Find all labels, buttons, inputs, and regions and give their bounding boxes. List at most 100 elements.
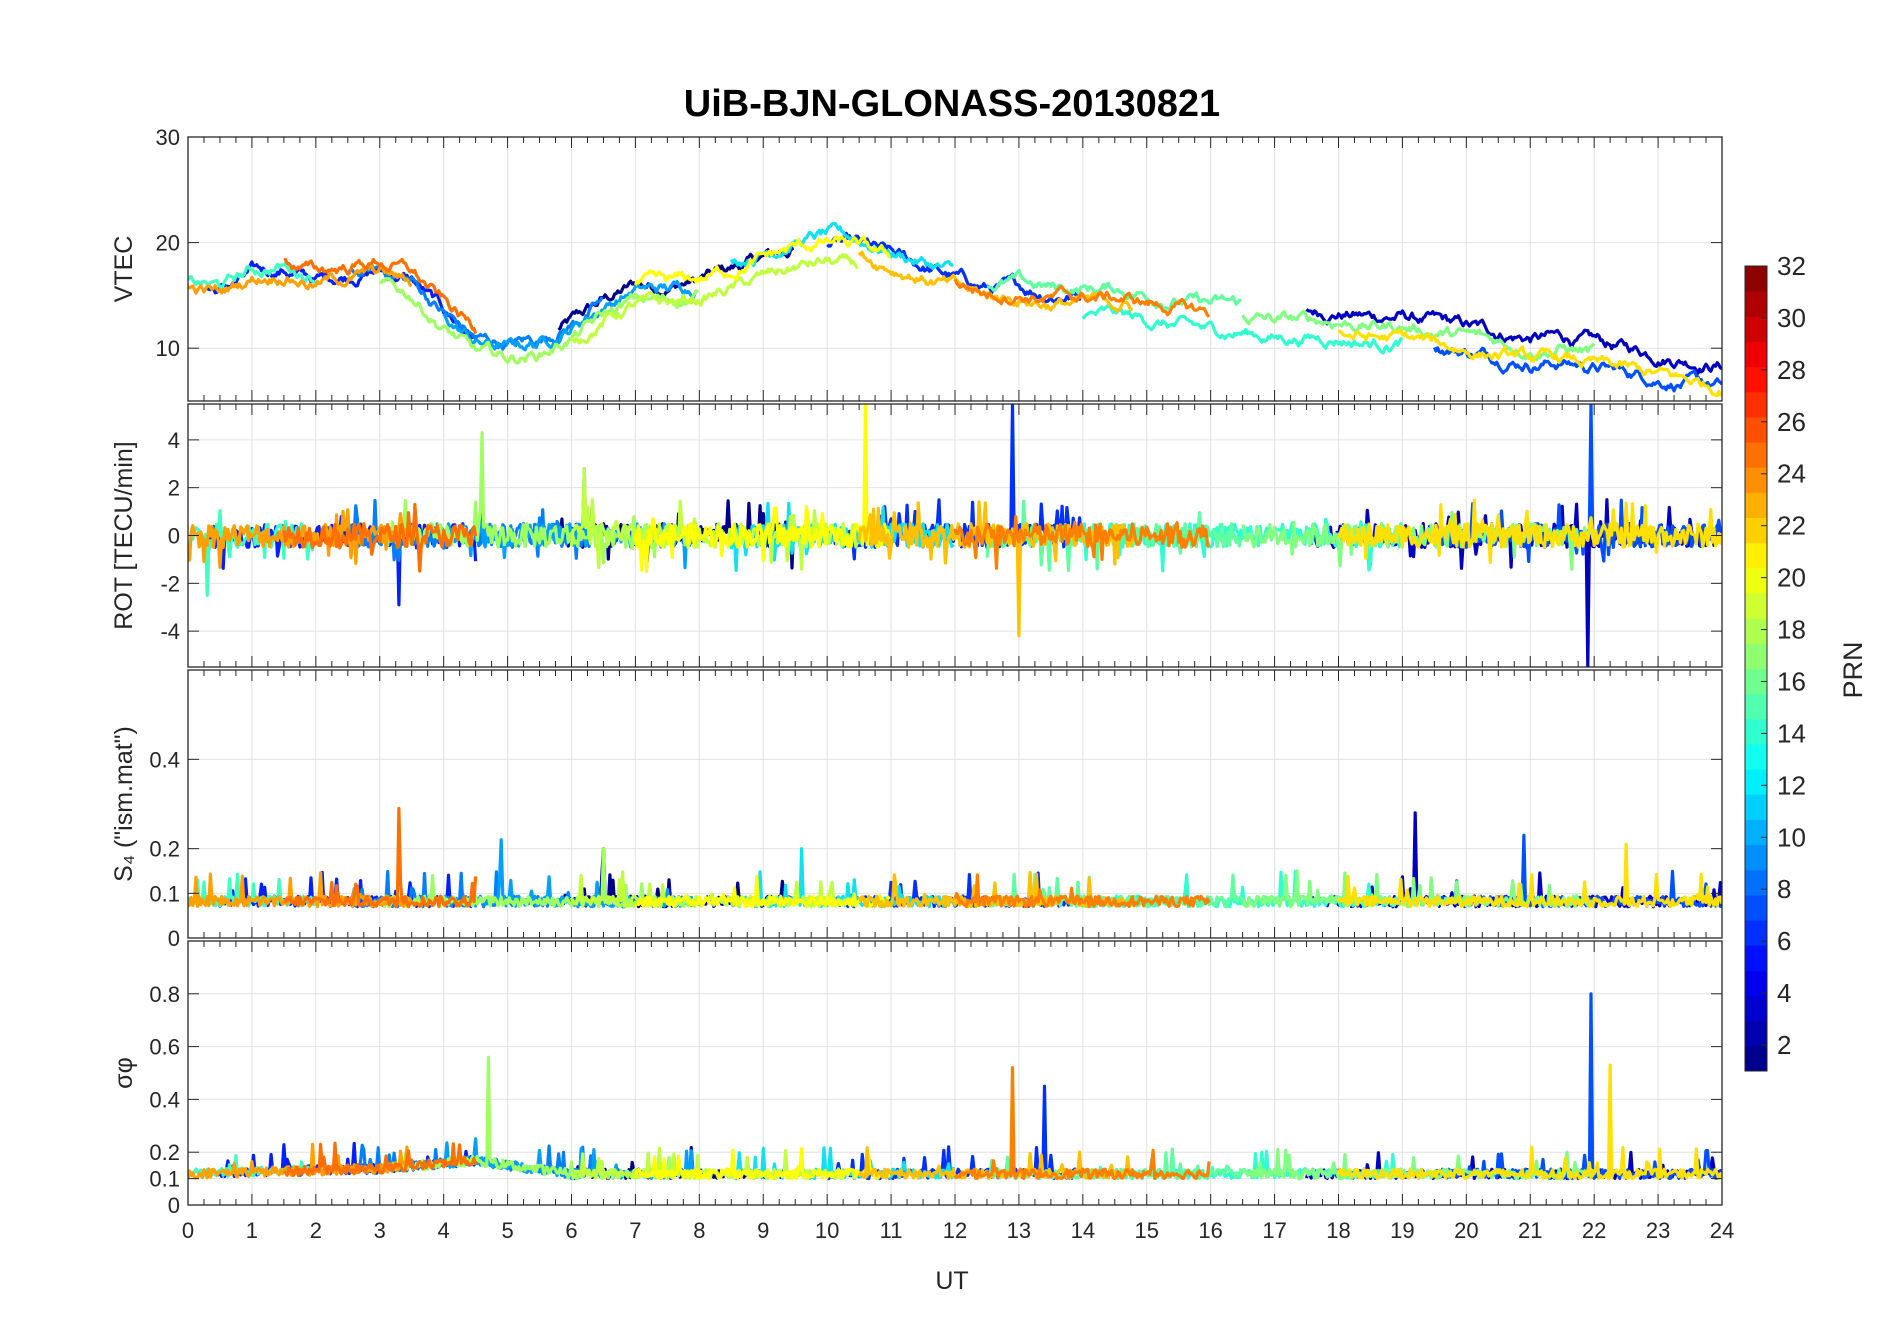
- colorbar-frame: [1744, 265, 1768, 1072]
- colorbar-segment: [1745, 668, 1767, 695]
- y-tick-label: 10: [156, 336, 180, 361]
- y-ticks-s4: 0 0.1 0.2 0.4: [149, 747, 1722, 951]
- y-ticks-rot: -4 -2 0 2 4: [160, 428, 1722, 644]
- colorbar-segment: [1745, 769, 1767, 795]
- colorbar-segment: [1745, 794, 1767, 820]
- colorbar-segment: [1745, 920, 1767, 946]
- series-line-prn-17: [378, 431, 700, 565]
- x-ticks-rot: [187, 404, 1723, 667]
- series-line-prn-24: [953, 873, 1211, 909]
- series-line-prn-25: [283, 257, 478, 335]
- y-tick-label: 0.8: [149, 982, 180, 1007]
- y-tick-label: 0.4: [149, 1087, 180, 1112]
- series-line-prn-24: [953, 1066, 1211, 1181]
- x-tick-label: 2: [310, 1218, 322, 1243]
- colorbar-segment: [1745, 995, 1767, 1022]
- x-tick-label: 4: [438, 1218, 450, 1243]
- series-line-prn-21: [1337, 842, 1722, 909]
- x-tick-label: 20: [1454, 1218, 1478, 1243]
- y-axis-label-rot: ROT [TECU/min]: [110, 441, 138, 629]
- series-line-prn-25: [282, 502, 478, 573]
- x-tick-label: 7: [629, 1218, 641, 1243]
- y-tick-label: 0: [168, 926, 180, 951]
- series-sigma: [188, 992, 1722, 1181]
- colorbar-segment: [1745, 718, 1767, 745]
- colorbar-segment: [1745, 970, 1767, 997]
- colorbar-segment: [1745, 618, 1767, 644]
- series-line-prn-20: [633, 1147, 891, 1181]
- y-ticks-sigma: 00.10.2 0.4 0.6 0.8: [149, 982, 1722, 1218]
- x-tick-label: 9: [757, 1218, 769, 1243]
- colorbar-segment: [1745, 291, 1767, 317]
- series-line-prn-15: [986, 268, 1242, 311]
- colorbar-tick-label: 12: [1777, 770, 1806, 800]
- colorbar-segment: [1745, 492, 1767, 519]
- x-tick-label: 11: [880, 1218, 903, 1243]
- series-line-prn-16: [1241, 1148, 1596, 1181]
- y-axis-label-s4: S₄ ("ism.mat"): [110, 726, 138, 882]
- panel-vtec: 10 20 30 VTEC: [110, 125, 1723, 402]
- x-tick-label: 24: [1710, 1218, 1734, 1243]
- y-tick-label: 4: [168, 428, 180, 453]
- colorbar-segment: [1745, 844, 1767, 871]
- colorbar-tick-label: 6: [1777, 926, 1791, 956]
- colorbar-tick-label: 14: [1777, 718, 1806, 748]
- x-tick-label: 13: [1007, 1218, 1031, 1243]
- colorbar-segment: [1745, 945, 1767, 971]
- series-line-prn-7: [1432, 346, 1722, 393]
- y-tick-label: 0.2: [149, 1140, 180, 1165]
- colorbar-segment: [1745, 542, 1767, 569]
- colorbar-tick-label: 24: [1777, 459, 1806, 489]
- colorbar-segment: [1745, 266, 1767, 292]
- colorbar-segment: [1745, 819, 1767, 846]
- chart-title: UiB-BJN-GLONASS-20130821: [684, 83, 1220, 125]
- colorbar-segment: [1745, 416, 1767, 443]
- colorbar-tick-label: 28: [1777, 355, 1806, 385]
- y-ticks-vtec: 10 20 30: [156, 125, 1722, 361]
- colorbar-tick-label: 8: [1777, 874, 1791, 904]
- colorbar-tick-label: 20: [1777, 563, 1806, 593]
- colorbar-segment: [1745, 517, 1767, 544]
- y-tick-label: 0: [168, 524, 180, 549]
- x-tick-label: 6: [565, 1218, 577, 1243]
- colorbar-segment: [1745, 1020, 1767, 1047]
- colorbar-tick-label: 16: [1777, 666, 1806, 696]
- x-tick-label: 0: [182, 1218, 194, 1243]
- series-s4: [188, 806, 1722, 909]
- x-tick-label: 12: [943, 1218, 967, 1243]
- y-tick-label: 0: [168, 1193, 180, 1218]
- colorbar-segment: [1745, 467, 1767, 493]
- series-line-prn-21: [1337, 328, 1722, 398]
- y-tick-label: 2: [168, 476, 180, 501]
- colorbar-segment: [1745, 366, 1767, 393]
- y-tick-label: 20: [156, 231, 180, 256]
- series-line-prn-20: [634, 874, 891, 909]
- series-line-prn-9: [346, 263, 604, 351]
- x-axis-label: UT: [935, 1267, 968, 1295]
- y-tick-label: 0.1: [149, 1167, 180, 1192]
- series-vtec: [188, 221, 1722, 398]
- panel-sigma: 00.10.2 0.4 0.6 0.8 σφ: [110, 940, 1723, 1218]
- y-tick-label: 0.2: [149, 837, 180, 862]
- x-tick-label: 17: [1262, 1218, 1286, 1243]
- series-line-prn-23: [188, 264, 413, 295]
- series-line-prn-6: [826, 231, 1083, 304]
- colorbar-segment: [1745, 567, 1767, 594]
- series-line-prn-10: [442, 279, 699, 352]
- series-line-prn-24: [953, 278, 1211, 318]
- colorbar-segment: [1745, 643, 1767, 669]
- series-line-prn-24: [953, 515, 1211, 570]
- colorbar-segment: [1745, 1045, 1767, 1072]
- y-tick-label: 0.4: [149, 747, 180, 772]
- colorbar-tick-label: 4: [1777, 978, 1791, 1008]
- panel-rot: -4 -2 0 2 4 ROT [TECU/min]: [110, 403, 1723, 668]
- x-tick-label: 16: [1198, 1218, 1222, 1243]
- x-tick-label: 14: [1071, 1218, 1095, 1243]
- series-line-prn-3: [1305, 308, 1722, 375]
- colorbar-segment: [1745, 593, 1767, 619]
- x-tick-label: 3: [374, 1218, 386, 1243]
